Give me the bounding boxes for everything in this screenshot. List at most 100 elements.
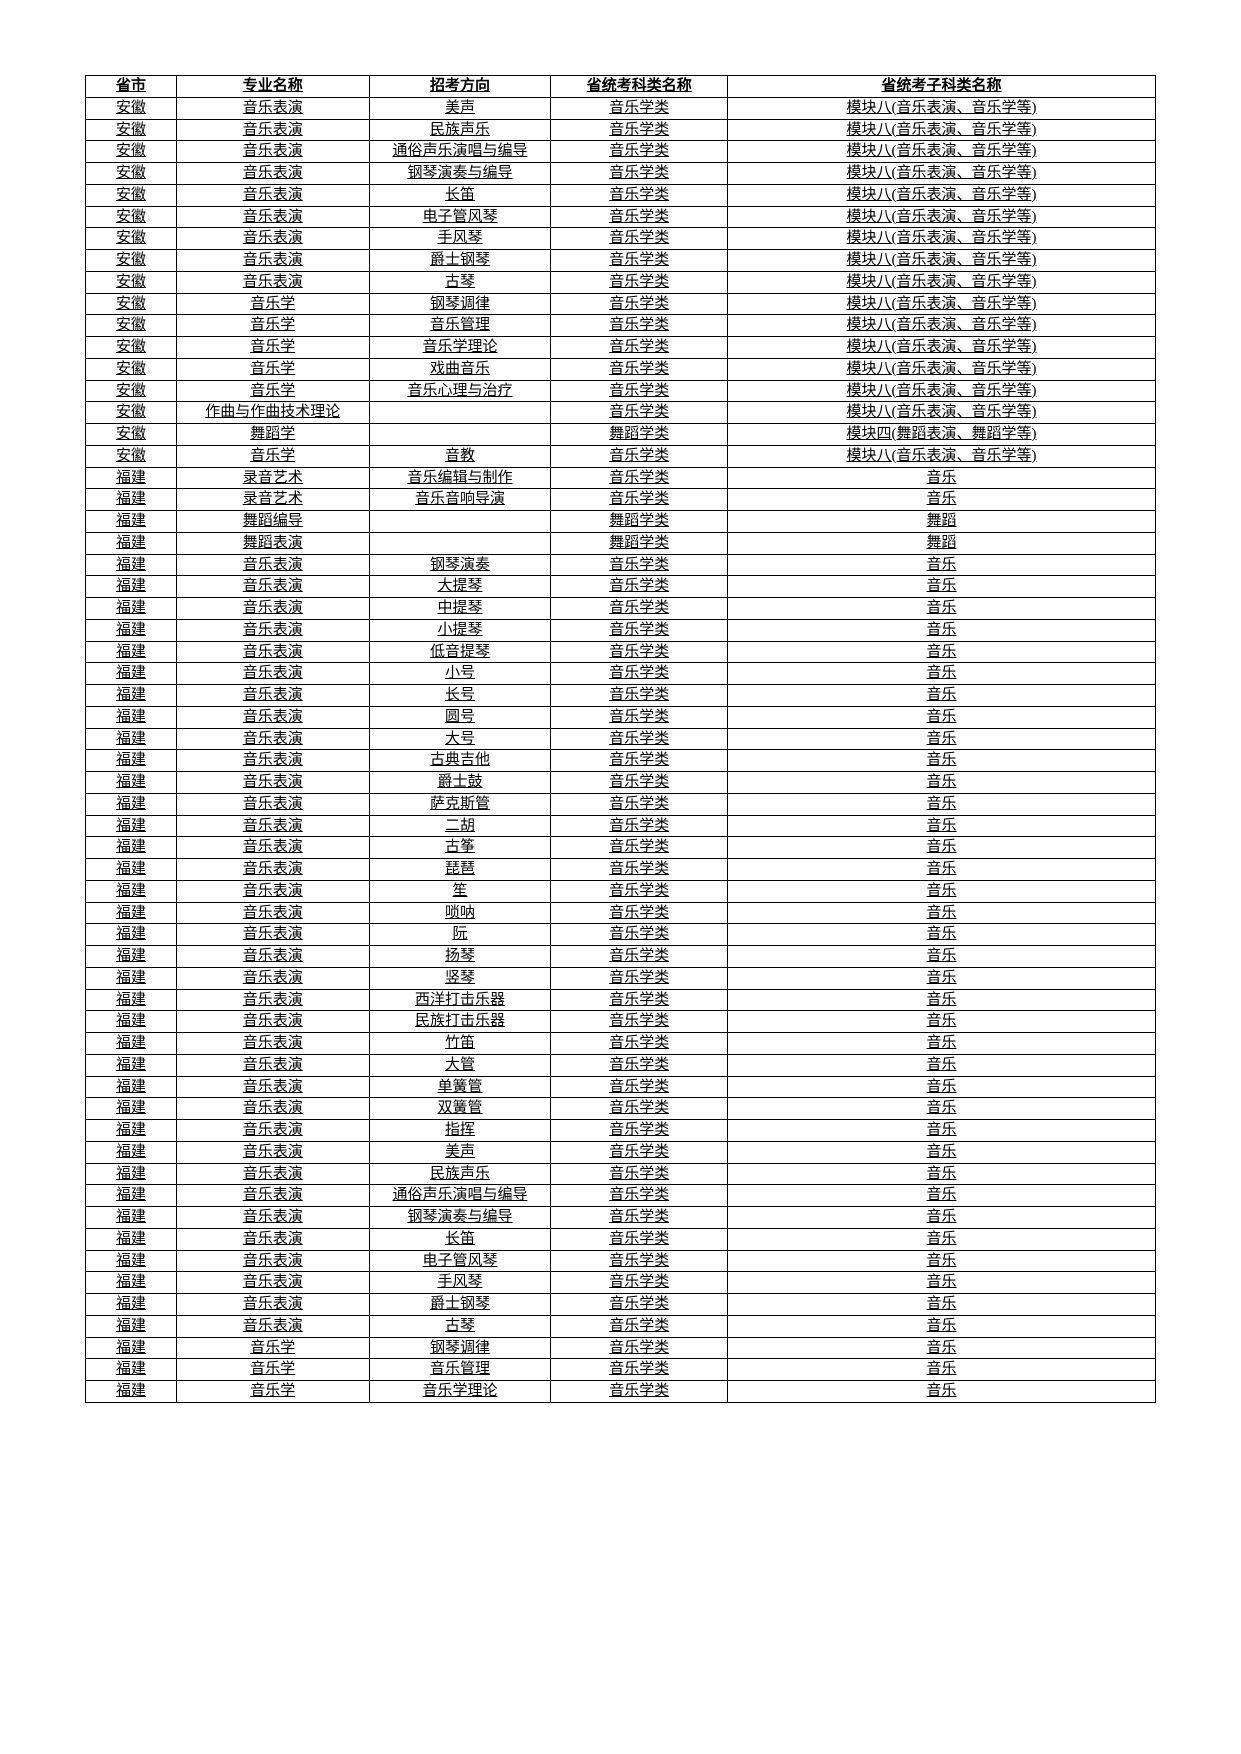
table-cell: 模块八(音乐表演、音乐学等) [727,250,1155,272]
table-cell: 音乐 [727,772,1155,794]
table-cell: 音乐学类 [551,793,728,815]
table-cell: 音乐学类 [551,1250,728,1272]
table-cell: 音乐表演 [176,1315,369,1337]
table-cell: 音乐表演 [176,902,369,924]
table-cell: 音乐学类 [551,97,728,119]
table-row: 福建音乐表演美声音乐学类音乐 [86,1141,1156,1163]
table-row: 福建音乐表演古筝音乐学类音乐 [86,837,1156,859]
table-cell: 模块八(音乐表演、音乐学等) [727,163,1155,185]
table-cell: 音乐学类 [551,685,728,707]
table-cell: 福建 [86,902,177,924]
table-cell: 安徽 [86,271,177,293]
table-row: 安徽音乐表演古琴音乐学类模块八(音乐表演、音乐学等) [86,271,1156,293]
table-cell: 音乐表演 [176,1076,369,1098]
table-cell: 音乐 [727,1207,1155,1229]
table-cell: 音乐学类 [551,815,728,837]
table-cell: 音乐学类 [551,293,728,315]
table-row: 安徽音乐表演钢琴演奏与编导音乐学类模块八(音乐表演、音乐学等) [86,163,1156,185]
table-cell: 手风琴 [369,228,551,250]
table-cell: 福建 [86,815,177,837]
table-cell: 钢琴演奏与编导 [369,163,551,185]
table-row: 福建音乐表演古琴音乐学类音乐 [86,1315,1156,1337]
table-cell: 音乐学类 [551,1381,728,1403]
table-cell: 美声 [369,97,551,119]
table-cell: 音乐学类 [551,728,728,750]
table-row: 福建音乐表演长号音乐学类音乐 [86,685,1156,707]
table-cell: 音乐表演 [176,946,369,968]
table-cell [369,511,551,533]
table-cell: 手风琴 [369,1272,551,1294]
table-cell: 古琴 [369,271,551,293]
table-cell: 扬琴 [369,946,551,968]
table-cell: 音乐 [727,1076,1155,1098]
table-cell: 音乐学类 [551,1054,728,1076]
table-cell: 笙 [369,880,551,902]
table-row: 福建音乐表演钢琴演奏音乐学类音乐 [86,554,1156,576]
table-cell: 福建 [86,1207,177,1229]
table-cell: 音乐学 [176,337,369,359]
table-row: 福建音乐表演阮音乐学类音乐 [86,924,1156,946]
table-cell: 大管 [369,1054,551,1076]
table-cell: 福建 [86,1098,177,1120]
table-cell: 音乐学类 [551,1207,728,1229]
table-cell: 舞蹈编导 [176,511,369,533]
table-row: 福建音乐表演大号音乐学类音乐 [86,728,1156,750]
table-cell: 福建 [86,511,177,533]
table-cell: 音乐表演 [176,598,369,620]
table-cell: 音乐学类 [551,619,728,641]
table-cell: 音乐 [727,1054,1155,1076]
table-row: 安徽音乐学音乐心理与治疗音乐学类模块八(音乐表演、音乐学等) [86,380,1156,402]
table-cell: 指挥 [369,1120,551,1142]
table-cell: 音乐表演 [176,1250,369,1272]
table-cell: 音乐学类 [551,946,728,968]
table-cell: 模块八(音乐表演、音乐学等) [727,228,1155,250]
table-row: 福建音乐表演爵士钢琴音乐学类音乐 [86,1294,1156,1316]
table-cell: 音乐学类 [551,837,728,859]
table-cell: 爵士鼓 [369,772,551,794]
table-cell: 福建 [86,1272,177,1294]
table-cell: 音乐学 [176,1381,369,1403]
table-cell: 福建 [86,1294,177,1316]
table-cell: 音乐学类 [551,1163,728,1185]
table-cell: 音乐表演 [176,772,369,794]
table-row: 福建音乐表演爵士鼓音乐学类音乐 [86,772,1156,794]
table-cell: 音乐 [727,815,1155,837]
table-cell: 福建 [86,1185,177,1207]
table-cell: 福建 [86,924,177,946]
table-row: 福建音乐表演圆号音乐学类音乐 [86,706,1156,728]
table-cell: 音乐表演 [176,271,369,293]
table-cell: 安徽 [86,337,177,359]
table-cell: 安徽 [86,206,177,228]
table-cell: 福建 [86,1250,177,1272]
table-cell: 音乐表演 [176,1054,369,1076]
table-cell: 音乐表演 [176,1098,369,1120]
table-cell: 福建 [86,946,177,968]
table-cell: 福建 [86,685,177,707]
table-row: 安徽音乐表演电子管风琴音乐学类模块八(音乐表演、音乐学等) [86,206,1156,228]
table-cell: 音乐管理 [369,1359,551,1381]
table-cell: 音乐 [727,554,1155,576]
table-cell: 福建 [86,859,177,881]
table-cell: 古琴 [369,1315,551,1337]
table-cell: 音乐表演 [176,663,369,685]
table-cell: 音乐 [727,1185,1155,1207]
table-row: 福建音乐表演指挥音乐学类音乐 [86,1120,1156,1142]
table-cell: 音乐学类 [551,1033,728,1055]
table-cell: 福建 [86,1054,177,1076]
table-cell: 模块八(音乐表演、音乐学等) [727,358,1155,380]
table-cell: 安徽 [86,141,177,163]
table-row: 福建音乐表演低音提琴音乐学类音乐 [86,641,1156,663]
table-cell: 二胡 [369,815,551,837]
table-cell: 音乐表演 [176,554,369,576]
table-row: 福建音乐表演大管音乐学类音乐 [86,1054,1156,1076]
table-cell: 通俗声乐演唱与编导 [369,141,551,163]
table-cell: 音乐表演 [176,228,369,250]
table-cell: 模块八(音乐表演、音乐学等) [727,119,1155,141]
table-cell: 舞蹈 [727,532,1155,554]
table-cell: 安徽 [86,293,177,315]
table-cell: 音乐表演 [176,1228,369,1250]
table-cell: 音乐学类 [551,1359,728,1381]
table-row: 安徽音乐表演通俗声乐演唱与编导音乐学类模块八(音乐表演、音乐学等) [86,141,1156,163]
table-cell: 音乐学类 [551,1272,728,1294]
table-cell: 音乐 [727,1163,1155,1185]
